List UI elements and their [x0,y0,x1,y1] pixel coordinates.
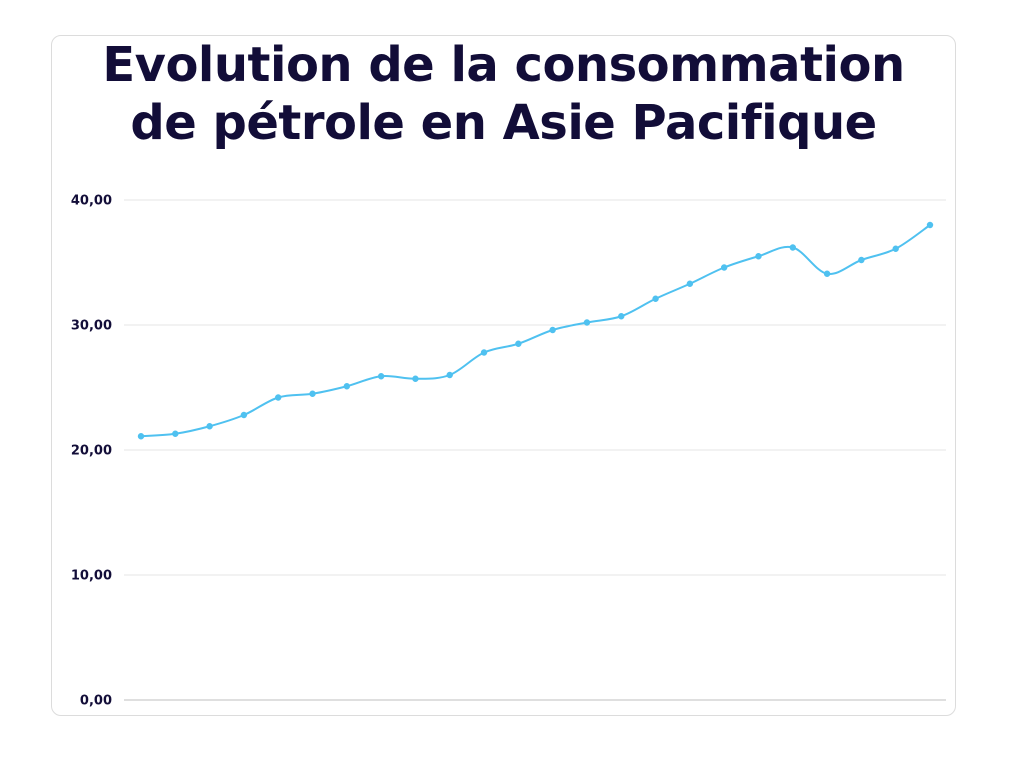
data-point [206,423,213,430]
data-point [823,270,831,277]
data-point [377,373,385,380]
data-point [789,244,796,251]
data-point [137,433,145,440]
data-point [720,264,728,271]
data-point [275,394,282,401]
data-point [343,383,351,390]
data-point [480,349,488,356]
y-tick-label: 30,00 [71,319,112,334]
data-point [515,340,522,347]
data-point [926,221,934,229]
series-line [140,224,931,438]
data-point [309,390,316,397]
data-point [892,245,899,252]
chart-title: Evolution de la consommation de pétrole … [51,36,956,152]
data-point [446,371,453,379]
data-point [686,280,694,287]
data-point [652,295,659,302]
data-point [172,430,179,437]
chart-title-line-1: Evolution de la consommation [102,37,905,93]
data-point [412,375,419,382]
data-point [549,326,556,334]
chart-title-line-2: de pétrole en Asie Pacifique [130,95,877,151]
chart-card [51,35,956,716]
y-tick-label: 10,00 [71,569,112,584]
y-tick-label: 40,00 [71,194,112,209]
y-tick-label: 20,00 [71,444,112,459]
data-point [583,319,591,326]
data-point [755,253,762,260]
y-tick-label: 0,00 [80,694,112,709]
data-point [240,411,248,419]
data-point [618,313,625,320]
data-point [858,256,865,264]
